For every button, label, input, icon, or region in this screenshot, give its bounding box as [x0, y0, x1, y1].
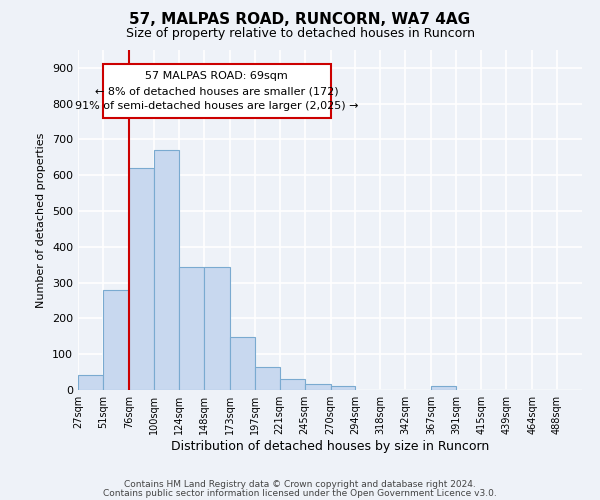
Bar — [103, 64, 331, 118]
Text: 57 MALPAS ROAD: 69sqm: 57 MALPAS ROAD: 69sqm — [145, 71, 288, 81]
Bar — [230, 337, 254, 390]
Text: Size of property relative to detached houses in Runcorn: Size of property relative to detached ho… — [125, 28, 475, 40]
Bar — [129, 168, 154, 390]
Text: 91% of semi-detached houses are larger (2,025) →: 91% of semi-detached houses are larger (… — [75, 101, 358, 111]
Text: Contains public sector information licensed under the Open Government Licence v3: Contains public sector information licen… — [103, 488, 497, 498]
Bar — [103, 290, 129, 390]
Bar — [179, 266, 204, 390]
Bar — [431, 386, 456, 390]
Bar — [204, 266, 230, 390]
X-axis label: Distribution of detached houses by size in Runcorn: Distribution of detached houses by size … — [171, 440, 489, 453]
Bar — [280, 380, 305, 390]
Text: Contains HM Land Registry data © Crown copyright and database right 2024.: Contains HM Land Registry data © Crown c… — [124, 480, 476, 489]
Bar — [331, 386, 355, 390]
Y-axis label: Number of detached properties: Number of detached properties — [37, 132, 46, 308]
Text: 57, MALPAS ROAD, RUNCORN, WA7 4AG: 57, MALPAS ROAD, RUNCORN, WA7 4AG — [130, 12, 470, 28]
Bar — [254, 366, 280, 390]
Text: ← 8% of detached houses are smaller (172): ← 8% of detached houses are smaller (172… — [95, 86, 338, 96]
Bar — [305, 384, 331, 390]
Bar — [154, 150, 179, 390]
Bar — [78, 375, 103, 390]
